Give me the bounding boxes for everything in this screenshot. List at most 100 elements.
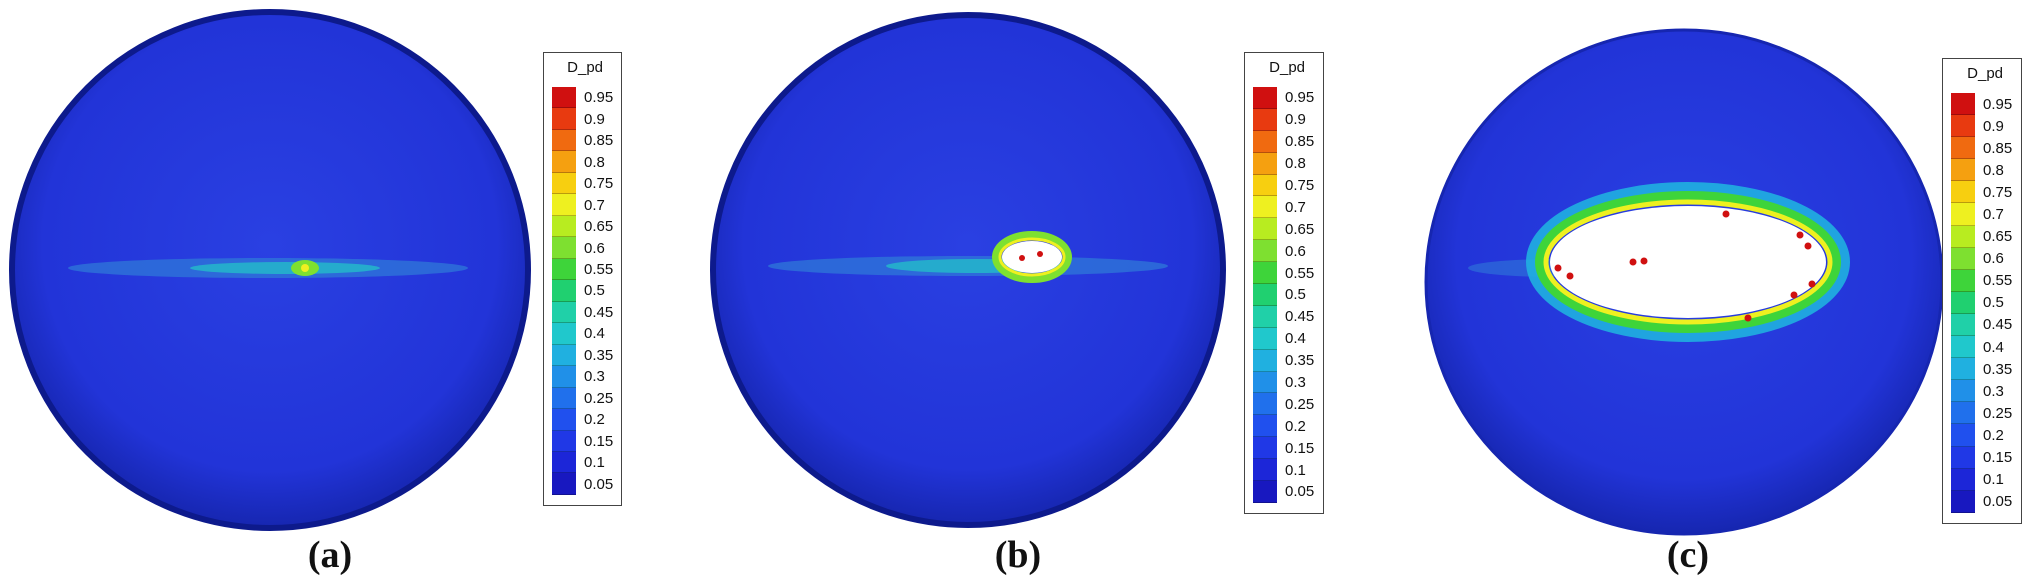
legend-entry: 0.95 [552, 87, 615, 109]
legend-tick-label: 0.3 [584, 368, 605, 386]
legend-entry: 0.1 [1951, 468, 2015, 491]
legend-swatch [552, 387, 576, 410]
legend-entry: 0.85 [1253, 130, 1317, 153]
legend-entry: 0.45 [1253, 305, 1317, 328]
legend-entry: 0.55 [1951, 269, 2015, 292]
legend-entry: 0.55 [1253, 262, 1317, 285]
legend-swatch [1253, 437, 1277, 460]
legend-entry: 0.55 [552, 258, 615, 281]
legend-swatch [1253, 459, 1277, 482]
legend-swatch [552, 258, 576, 281]
legend-entry: 0.8 [552, 151, 615, 173]
legend-swatch [552, 194, 576, 216]
legend-swatch [1951, 358, 1975, 381]
legend-swatch [1951, 159, 1975, 182]
legend-tick-label: 0.65 [1983, 228, 2013, 246]
legend-tick-label: 0.4 [584, 325, 605, 343]
legend-tick-label: 0.15 [1983, 449, 2013, 467]
legend-entry: 0.65 [1253, 218, 1317, 241]
legend-tick-label: 0.7 [1983, 206, 2004, 224]
legend-tick-label: 0.45 [1983, 316, 2013, 334]
caption-c: (c) [1666, 534, 1710, 576]
legend-tick-label: 0.1 [584, 454, 605, 472]
legend-scale: 0.95 0.9 0.85 0.8 0.75 0.7 0.65 0.6 0.55 0.5 0.45 0… [552, 87, 615, 495]
legend-tick-label: 0.05 [584, 475, 614, 493]
sphere-b [710, 12, 1226, 528]
legend-entry: 0.3 [552, 366, 615, 388]
panel-a: D_pd 0.95 0.9 0.85 0.8 0.75 0.7 0.65 0.6 0.55 0.5… [0, 0, 676, 584]
legend-entry: 0.8 [1253, 152, 1317, 175]
legend-entry: 0.45 [552, 301, 615, 324]
legend-tick-label: 0.35 [584, 346, 614, 364]
legend-entry: 0.35 [1253, 349, 1317, 372]
legend-swatch [552, 108, 576, 130]
legend-swatch [1951, 446, 1975, 469]
legend-tick-label: 0.15 [584, 432, 614, 450]
legend-entry: 0.05 [552, 473, 615, 495]
legend-tick-label: 0.2 [1285, 417, 1306, 435]
legend-entry: 0.95 [1253, 87, 1317, 109]
legend-scale: 0.95 0.9 0.85 0.8 0.75 0.7 0.65 0.6 0.55 0.5 0.45 0… [1951, 93, 2015, 513]
legend-tick-label: 0.55 [1983, 272, 2013, 290]
legend-tick-label: 0.55 [1285, 264, 1315, 282]
legend-swatch [1951, 115, 1975, 138]
legend-entry: 0.35 [1951, 358, 2015, 381]
damage-ring [992, 231, 1072, 283]
legend-tick-label: 0.95 [584, 89, 614, 107]
legend-tick-label: 0.25 [584, 389, 614, 407]
legend-tick-label: 0.35 [1983, 360, 2013, 378]
legend-entry: 0.7 [1253, 196, 1317, 219]
legend-swatch [552, 301, 576, 324]
legend-entry: 0.85 [552, 129, 615, 152]
damage-point [1796, 231, 1804, 239]
legend-tick-label: 0.85 [1983, 139, 2013, 157]
legend-tick-label: 0.9 [584, 110, 605, 128]
legend-swatch [1253, 371, 1277, 394]
legend-entry: 0.65 [552, 215, 615, 238]
legend-swatch [552, 409, 576, 431]
legend-swatch [552, 366, 576, 388]
legend-swatch [552, 87, 576, 109]
legend-entry: 0.2 [552, 409, 615, 431]
panel-c: D_pd 0.95 0.9 0.85 0.8 0.75 0.7 0.65 0.6 0.55 0.5 0… [1408, 0, 2027, 584]
legend-tick-label: 0.9 [1285, 111, 1306, 129]
legend-swatch [552, 430, 576, 452]
legend-entry: 0.1 [1253, 459, 1317, 482]
damage-point [1566, 272, 1574, 280]
legend-entry: 0.6 [1253, 240, 1317, 263]
legend-swatch [552, 280, 576, 302]
caption-b: (b) [994, 534, 1042, 576]
legend-swatch [1253, 305, 1277, 328]
legend-swatch [1951, 247, 1975, 270]
legend-entry: 0.7 [552, 194, 615, 216]
legend-swatch [1253, 130, 1277, 153]
legend-entry: 0.65 [1951, 225, 2015, 248]
legend-swatch [1951, 313, 1975, 337]
legend-entry: 0.2 [1951, 424, 2015, 447]
legend-entry: 0.75 [552, 172, 615, 195]
panel-b: D_pd 0.95 0.9 0.85 0.8 0.75 0.7 0.65 0.6 0.55 0.5… [706, 0, 1382, 584]
damage-point [1019, 255, 1025, 261]
legend-entry: 0.75 [1253, 174, 1317, 197]
legend-swatch [552, 129, 576, 152]
legend-title: D_pd [567, 59, 603, 76]
legend-swatch [1253, 240, 1277, 263]
legend-tick-label: 0.8 [584, 153, 605, 171]
legend-entry: 0.5 [1951, 291, 2015, 314]
legend-tick-label: 0.75 [1983, 183, 2013, 201]
legend-entry: 0.6 [552, 237, 615, 259]
legend-swatch [1951, 424, 1975, 447]
legend-tick-label: 0.15 [1285, 439, 1315, 457]
legend-swatch [1951, 203, 1975, 226]
legend-entry: 0.6 [1951, 247, 2015, 270]
damage-point [1640, 257, 1648, 265]
damage-point [1804, 242, 1812, 250]
legend-title: D_pd [1967, 65, 2003, 82]
legend-swatch [1253, 152, 1277, 175]
legend-tick-label: 0.5 [1285, 286, 1306, 304]
legend-entry: 0.3 [1951, 380, 2015, 403]
legend-tick-label: 0.25 [1285, 395, 1315, 413]
legend-entry: 0.35 [552, 344, 615, 367]
legend-swatch [1253, 262, 1277, 285]
legend-tick-label: 0.05 [1983, 493, 2013, 511]
